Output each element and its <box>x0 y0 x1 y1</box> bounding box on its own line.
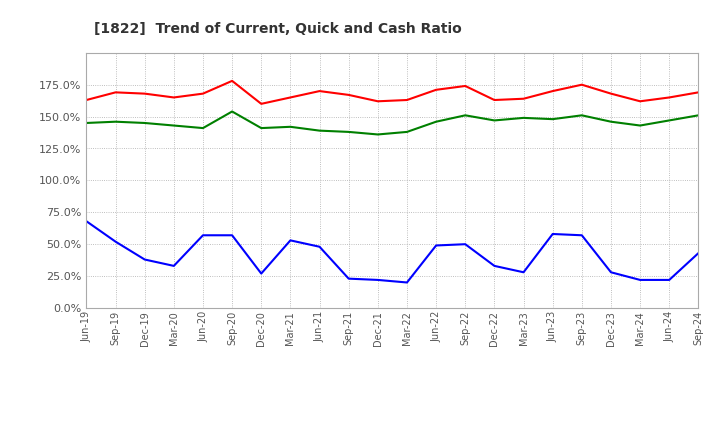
Cash Ratio <box>636 277 644 282</box>
Line: Cash Ratio: Cash Ratio <box>86 221 698 282</box>
Quick Ratio <box>577 113 586 118</box>
Text: [1822]  Trend of Current, Quick and Cash Ratio: [1822] Trend of Current, Quick and Cash … <box>94 22 462 36</box>
Quick Ratio <box>111 119 120 125</box>
Quick Ratio <box>549 117 557 122</box>
Cash Ratio <box>694 250 703 256</box>
Cash Ratio <box>577 233 586 238</box>
Quick Ratio <box>257 125 266 131</box>
Cash Ratio <box>490 263 499 268</box>
Quick Ratio <box>315 128 324 133</box>
Quick Ratio <box>461 113 469 118</box>
Cash Ratio <box>432 243 441 248</box>
Current Ratio <box>577 82 586 87</box>
Quick Ratio <box>432 119 441 125</box>
Current Ratio <box>315 88 324 94</box>
Cash Ratio <box>140 257 149 262</box>
Cash Ratio <box>549 231 557 237</box>
Quick Ratio <box>490 118 499 123</box>
Line: Current Ratio: Current Ratio <box>86 81 698 104</box>
Cash Ratio <box>82 219 91 224</box>
Current Ratio <box>286 95 294 100</box>
Current Ratio <box>374 99 382 104</box>
Current Ratio <box>519 96 528 101</box>
Quick Ratio <box>228 109 236 114</box>
Quick Ratio <box>636 123 644 128</box>
Quick Ratio <box>82 120 91 126</box>
Cash Ratio <box>199 233 207 238</box>
Current Ratio <box>344 92 353 98</box>
Current Ratio <box>257 101 266 106</box>
Cash Ratio <box>169 263 178 268</box>
Cash Ratio <box>344 276 353 281</box>
Cash Ratio <box>228 233 236 238</box>
Current Ratio <box>432 87 441 92</box>
Cash Ratio <box>461 242 469 247</box>
Cash Ratio <box>665 277 674 282</box>
Cash Ratio <box>519 270 528 275</box>
Cash Ratio <box>111 239 120 244</box>
Current Ratio <box>402 97 411 103</box>
Current Ratio <box>694 90 703 95</box>
Quick Ratio <box>519 115 528 121</box>
Current Ratio <box>607 91 616 96</box>
Current Ratio <box>490 97 499 103</box>
Current Ratio <box>228 78 236 84</box>
Current Ratio <box>82 97 91 103</box>
Quick Ratio <box>169 123 178 128</box>
Quick Ratio <box>665 118 674 123</box>
Current Ratio <box>169 95 178 100</box>
Quick Ratio <box>694 113 703 118</box>
Current Ratio <box>199 91 207 96</box>
Cash Ratio <box>374 277 382 282</box>
Quick Ratio <box>402 129 411 135</box>
Quick Ratio <box>199 125 207 131</box>
Cash Ratio <box>257 271 266 276</box>
Cash Ratio <box>286 238 294 243</box>
Quick Ratio <box>607 119 616 125</box>
Quick Ratio <box>140 120 149 126</box>
Current Ratio <box>461 83 469 88</box>
Cash Ratio <box>315 244 324 249</box>
Cash Ratio <box>607 270 616 275</box>
Quick Ratio <box>374 132 382 137</box>
Current Ratio <box>665 95 674 100</box>
Cash Ratio <box>402 280 411 285</box>
Current Ratio <box>140 91 149 96</box>
Quick Ratio <box>286 124 294 129</box>
Current Ratio <box>549 88 557 94</box>
Current Ratio <box>111 90 120 95</box>
Line: Quick Ratio: Quick Ratio <box>86 111 698 135</box>
Current Ratio <box>636 99 644 104</box>
Quick Ratio <box>344 129 353 135</box>
